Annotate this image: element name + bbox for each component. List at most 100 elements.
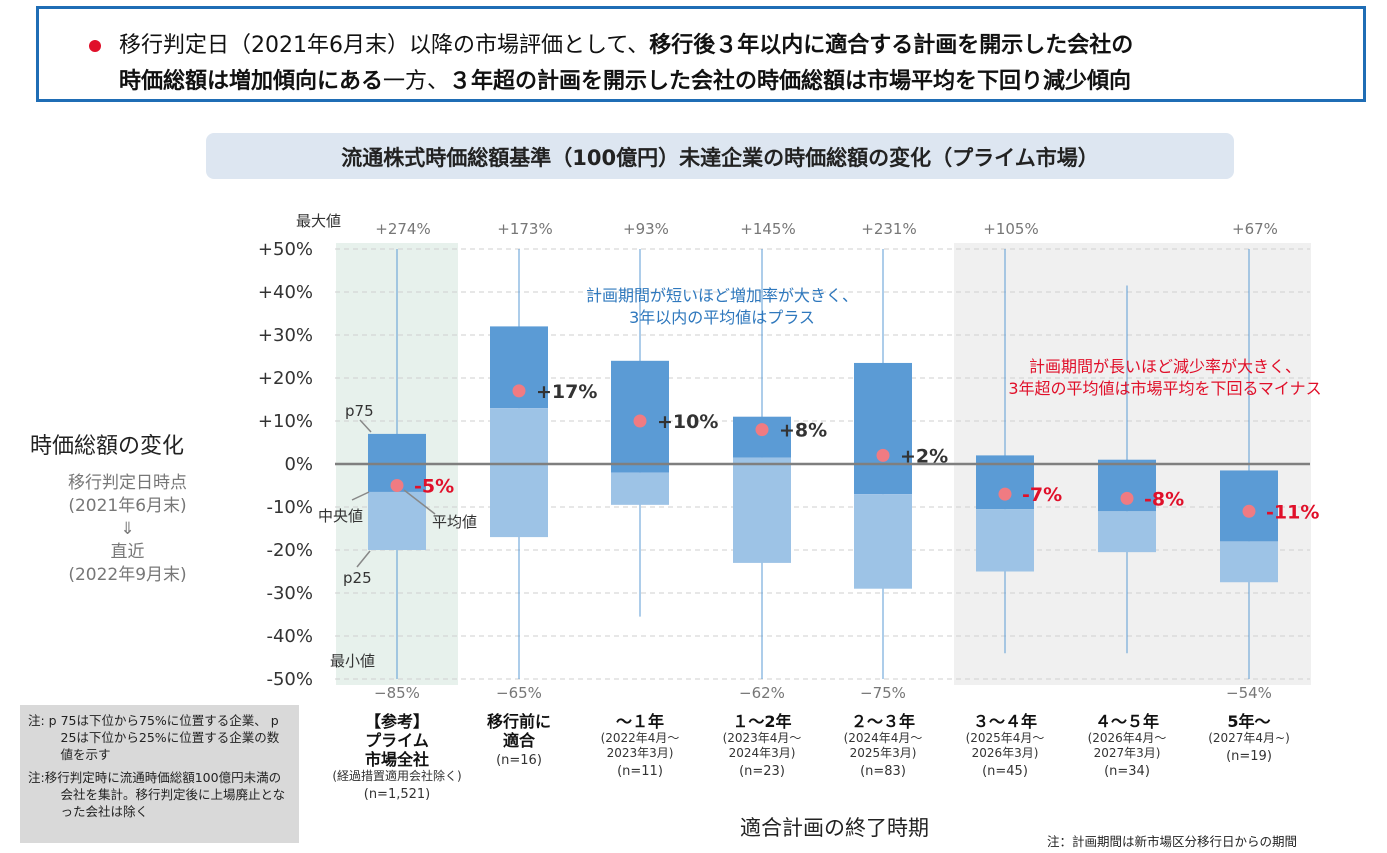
min-label: −62% — [739, 684, 785, 702]
chart-title: 流通株式時価総額基準（100億円）未達企業の時価総額の変化（プライム市場） — [341, 146, 1099, 170]
box-lower — [368, 491, 426, 550]
category-main: 市場全社 — [364, 750, 429, 769]
mean-marker — [512, 384, 526, 398]
category-main: ２～３年 — [850, 712, 915, 731]
category-label: 移行前に 適合 (n=16) — [439, 712, 599, 772]
headline-line2-bold2: ３年超の計画を開示した会社の時価総額は市場平均を下回り減少傾向 — [449, 69, 1132, 94]
annotation-blue-line1: 計画期間が短いほど増加率が大きく、 — [585, 286, 858, 305]
guide-p25: p25 — [343, 569, 372, 587]
guide-arrow-median — [351, 491, 370, 501]
max-label: +105% — [983, 220, 1038, 238]
annotation-blue-line2: 3年以内の平均値はプラス — [629, 308, 815, 327]
headline-line1-bold: 移行後３年以内に適合する計画を開示した会社の — [649, 33, 1134, 58]
headline-line-2: 時価総額は増加傾向にある一方、３年超の計画を開示した会社の時価総額は市場平均を下… — [119, 63, 1131, 95]
max-label: +145% — [740, 220, 795, 238]
y-tick-label: +10% — [258, 411, 313, 432]
mean-label: -8% — [1144, 488, 1184, 510]
y-tick-label: -30% — [266, 583, 313, 604]
y-axis-subtitle: 移行判定日時点 (2021年6月末) ⇓ 直近 (2022年9月末) — [55, 472, 200, 587]
chart-title-box: 流通株式時価総額基準（100億円）未達企業の時価総額の変化（プライム市場） — [206, 133, 1234, 179]
y-axis-title: 時価総額の変化 — [30, 434, 185, 459]
annotation-short-term: 計画期間が短いほど増加率が大きく、 3年以内の平均値はプラス — [552, 285, 892, 329]
notes-box: 注: p 75は下位から75%に位置する企業、 p 25は下位から25%に位置す… — [20, 705, 299, 843]
mean-marker — [1242, 504, 1256, 518]
guide-p75: p75 — [345, 402, 374, 420]
data-labels: -5% +17% +10% +8% +2% -7% -8% -11% +274% +173% +93… — [374, 220, 1319, 702]
category-main: 5年～ — [1227, 712, 1271, 731]
category-sub: 2024年3月) — [728, 746, 796, 760]
mean-label: -11% — [1266, 501, 1319, 523]
y-tick-label: +20% — [258, 368, 313, 389]
category-n: (n=23) — [739, 764, 785, 779]
category-n: (n=11) — [617, 764, 663, 779]
y-tick-label: +30% — [258, 325, 313, 346]
y-tick-label: -20% — [266, 540, 313, 561]
guide-max: 最大値 — [296, 212, 342, 230]
category-sub: 2027年3月) — [1093, 746, 1161, 760]
mean-label: +17% — [536, 381, 597, 403]
y-axis-arrow: ⇓ — [120, 519, 135, 539]
mean-marker — [1120, 491, 1134, 505]
mean-marker — [876, 448, 890, 462]
category-n: (n=34) — [1104, 764, 1150, 779]
category-sub: (2025年4月～ — [965, 731, 1045, 745]
headline-line1-normal: 移行判定日（2021年6月末）以降の市場評価として、 — [119, 33, 650, 58]
category-sub: (経過措置適用会社除く) — [332, 769, 462, 783]
box-upper — [854, 362, 912, 495]
max-label: +274% — [375, 220, 430, 238]
box-lower — [1098, 511, 1156, 553]
category-main: ４～５年 — [1094, 712, 1159, 731]
note-2: 注:移行判定時に流通時価総額100億円未満の会社を集計。移行判定後に上場廃止とな… — [28, 770, 286, 819]
guide-median: 中央値 — [318, 507, 364, 525]
box-lower — [854, 494, 912, 589]
annotation-long-term: 計画期間が長いほど減少率が大きく、 3年超の平均値は市場平均を下回るマイナス — [970, 356, 1360, 400]
mean-marker — [390, 479, 404, 492]
y-axis-sub4: (2022年9月末) — [68, 565, 187, 585]
headline-line2-normal: 一方、 — [383, 69, 450, 94]
y-axis-sub3: 直近 — [110, 542, 145, 562]
box-lower — [490, 408, 548, 538]
category-main: ３～４年 — [972, 712, 1037, 731]
min-label: −54% — [1226, 684, 1272, 702]
annotation-red-line1: 計画期間が長いほど減少率が大きく、 — [1028, 357, 1301, 376]
guide-arrow-p25 — [356, 550, 371, 568]
min-label: −85% — [374, 684, 420, 702]
category-n: (n=19) — [1226, 749, 1272, 764]
category-sub: (2024年4月～ — [843, 731, 923, 745]
category-sub: 2025年3月) — [849, 746, 917, 760]
category-main: プライム — [365, 731, 429, 750]
category-main: 【参考】 — [364, 712, 429, 731]
mean-label: -5% — [414, 476, 454, 498]
category-main: １～2年 — [732, 712, 792, 731]
headline-line-1: 移行判定日（2021年6月末）以降の市場評価として、移行後３年以内に適合する計画… — [119, 27, 1133, 59]
category-sub: (2023年4月～ — [722, 731, 802, 745]
category-main: 適合 — [502, 731, 535, 750]
category-label: ～１年 (2022年4月～ 2023年3月) (n=11) — [560, 712, 720, 783]
category-main: ～１年 — [615, 712, 664, 731]
guide-min: 最小値 — [330, 652, 376, 670]
mean-label: -7% — [1022, 484, 1062, 506]
mean-label: +8% — [779, 420, 827, 442]
min-label: −75% — [860, 684, 906, 702]
x-axis-title: 適合計画の終了時期 — [740, 816, 929, 840]
note-1: 注: p 75は下位から75%に位置する企業、 p 25は下位から25%に位置す… — [28, 713, 280, 762]
max-label: +93% — [623, 220, 669, 238]
category-n: (n=16) — [496, 753, 542, 768]
guide-arrow-mean — [403, 489, 436, 515]
y-tick-label: +40% — [258, 282, 313, 303]
y-tick-label: -10% — [266, 497, 313, 518]
mean-marker — [633, 414, 647, 428]
mean-marker — [998, 487, 1012, 501]
box-lower — [1220, 541, 1278, 583]
max-label: +173% — [497, 220, 552, 238]
category-sub: (2027年4月~) — [1208, 731, 1290, 745]
footnote: 注：計画期間は新市場区分移行日からの期間 — [1047, 834, 1298, 849]
category-sub: 2026年3月) — [971, 746, 1039, 760]
headline-line2-bold1: 時価総額は増加傾向にある — [119, 69, 384, 94]
category-n: (n=1,521) — [363, 787, 431, 802]
y-tick-labels: +50% +40% +30% +20% +10% 0% -10% -20% -30% -40% -5… — [258, 239, 313, 690]
category-label: ４～５年 (2026年4月～ 2027年3月) (n=34) — [1047, 712, 1207, 783]
category-sub: (2026年4月～ — [1087, 731, 1167, 745]
category-label: １～2年 (2023年4月～ 2024年3月) (n=23) — [682, 712, 842, 783]
